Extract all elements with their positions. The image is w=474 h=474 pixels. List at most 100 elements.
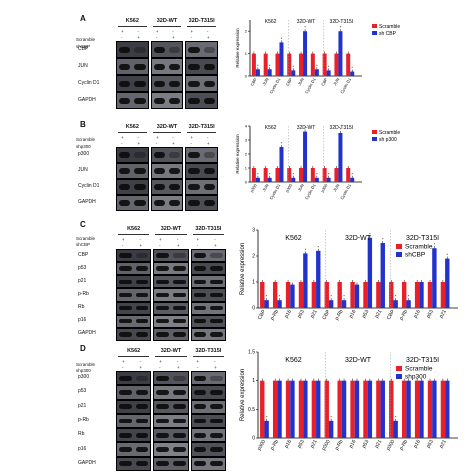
blot-band [119, 63, 131, 70]
bar-scramble [285, 380, 291, 438]
condition-underline [155, 234, 187, 235]
blot-band [188, 168, 200, 174]
treatment-mark: - [196, 365, 199, 370]
bar-knockdown [314, 69, 319, 76]
blot-band-box [190, 428, 226, 443]
x-tick-label: p21 [438, 309, 447, 319]
treatment-mark: - [176, 359, 179, 364]
legend-label: sh p300 [379, 137, 397, 143]
treatment-name: Scramble [76, 137, 96, 142]
blot-band-box [116, 58, 149, 75]
bar-knockdown [279, 42, 284, 76]
blot-band [134, 80, 146, 87]
bar-scramble [311, 380, 317, 438]
bar-scramble [272, 282, 278, 308]
blot-band [119, 418, 132, 424]
blot-band [193, 319, 207, 324]
y-tick-label: 1.5 [248, 350, 255, 356]
treatment-mark: - [214, 359, 216, 364]
y-tick-label: 1 [252, 378, 255, 384]
x-tick-label: Cyclin D1 [268, 76, 281, 94]
bar-knockdown [316, 380, 321, 438]
y-tick-label: 2 [245, 29, 248, 34]
treatment-name: Scramble [76, 37, 96, 42]
blot-band [168, 80, 181, 87]
blot-band [188, 184, 200, 190]
significance-star: * [408, 294, 410, 299]
x-tick-label: p-Rb [269, 439, 280, 452]
treatment-mark: - [196, 243, 199, 248]
x-tick-label: Cyclin D1 [304, 76, 317, 94]
significance-star: * [395, 414, 397, 419]
blot-band [119, 200, 131, 206]
blot-band-box [153, 413, 189, 429]
x-tick-label: p300 [385, 439, 396, 452]
x-tick-label: p300 [320, 182, 329, 193]
blot-band [210, 461, 223, 467]
treatment-mark: - [206, 135, 209, 140]
significance-star: * [266, 414, 268, 419]
blot-band-box [153, 288, 189, 302]
blot-band-box [153, 442, 189, 457]
treatment-name: shp300 [76, 144, 91, 149]
significance-star: * [369, 231, 371, 236]
blot-band [156, 279, 169, 285]
blot-band [156, 461, 169, 467]
blot-band [134, 184, 146, 190]
x-tick-label: p21 [374, 439, 383, 449]
y-tick-label: 1 [245, 51, 248, 56]
blot-band [193, 447, 207, 452]
bar-knockdown [316, 250, 321, 308]
blot-band [210, 292, 223, 298]
bar-scramble [285, 282, 291, 308]
blot-band [156, 292, 169, 298]
x-tick-label: p53 [426, 309, 435, 319]
blot-band [119, 168, 131, 174]
group-label: K562 [285, 235, 301, 242]
x-tick-label: p-Rb [399, 309, 410, 322]
treatment-mark: - [139, 359, 142, 364]
blot-band-box [116, 147, 149, 163]
bar-scramble [389, 282, 394, 308]
bar-scramble [299, 53, 304, 76]
group-label: 32D-WT [297, 19, 316, 25]
bar-scramble [298, 282, 304, 308]
group-label: K562 [265, 125, 277, 131]
significance-star: * [382, 237, 384, 242]
blot-band [156, 319, 169, 324]
bar-knockdown [380, 380, 385, 438]
x-tick-label: JUN [261, 77, 269, 86]
panel-a-treatment-1: Scramble [76, 37, 108, 42]
bar-scramble [311, 282, 317, 308]
group-label: 32D-WT [345, 357, 372, 364]
blot-band [188, 80, 200, 87]
y-tick-label: 0 [245, 180, 248, 185]
blot-band [172, 253, 186, 258]
blot-band-box [190, 371, 226, 386]
blot-band-box [116, 249, 152, 263]
blot-band-box [185, 41, 218, 58]
legend-swatch [372, 24, 377, 28]
treatment-mark: - [121, 35, 123, 40]
blot-band [119, 266, 132, 271]
x-tick-label: Cyclin D1 [339, 76, 352, 94]
significance-star: * [257, 171, 259, 176]
significance-star: * [266, 294, 268, 299]
bar-knockdown [303, 31, 308, 76]
blot-band [168, 97, 181, 104]
condition-underline [187, 132, 216, 133]
y-tick-label: 4 [245, 124, 248, 129]
blot-band [135, 375, 149, 381]
x-tick-label: p21 [374, 309, 383, 319]
treatment-mark: + [190, 29, 194, 34]
blot-band [135, 292, 149, 298]
blot-row-label: p53 [78, 264, 87, 271]
bar-scramble [440, 380, 446, 438]
treatment-mark: + [121, 237, 125, 242]
blot-band [193, 332, 207, 337]
blot-band-box [116, 428, 152, 443]
treatment-mark: - [159, 365, 161, 370]
treatment-mark: - [172, 135, 174, 140]
x-tick-label: p300 [256, 439, 267, 452]
blot-band [210, 447, 223, 452]
